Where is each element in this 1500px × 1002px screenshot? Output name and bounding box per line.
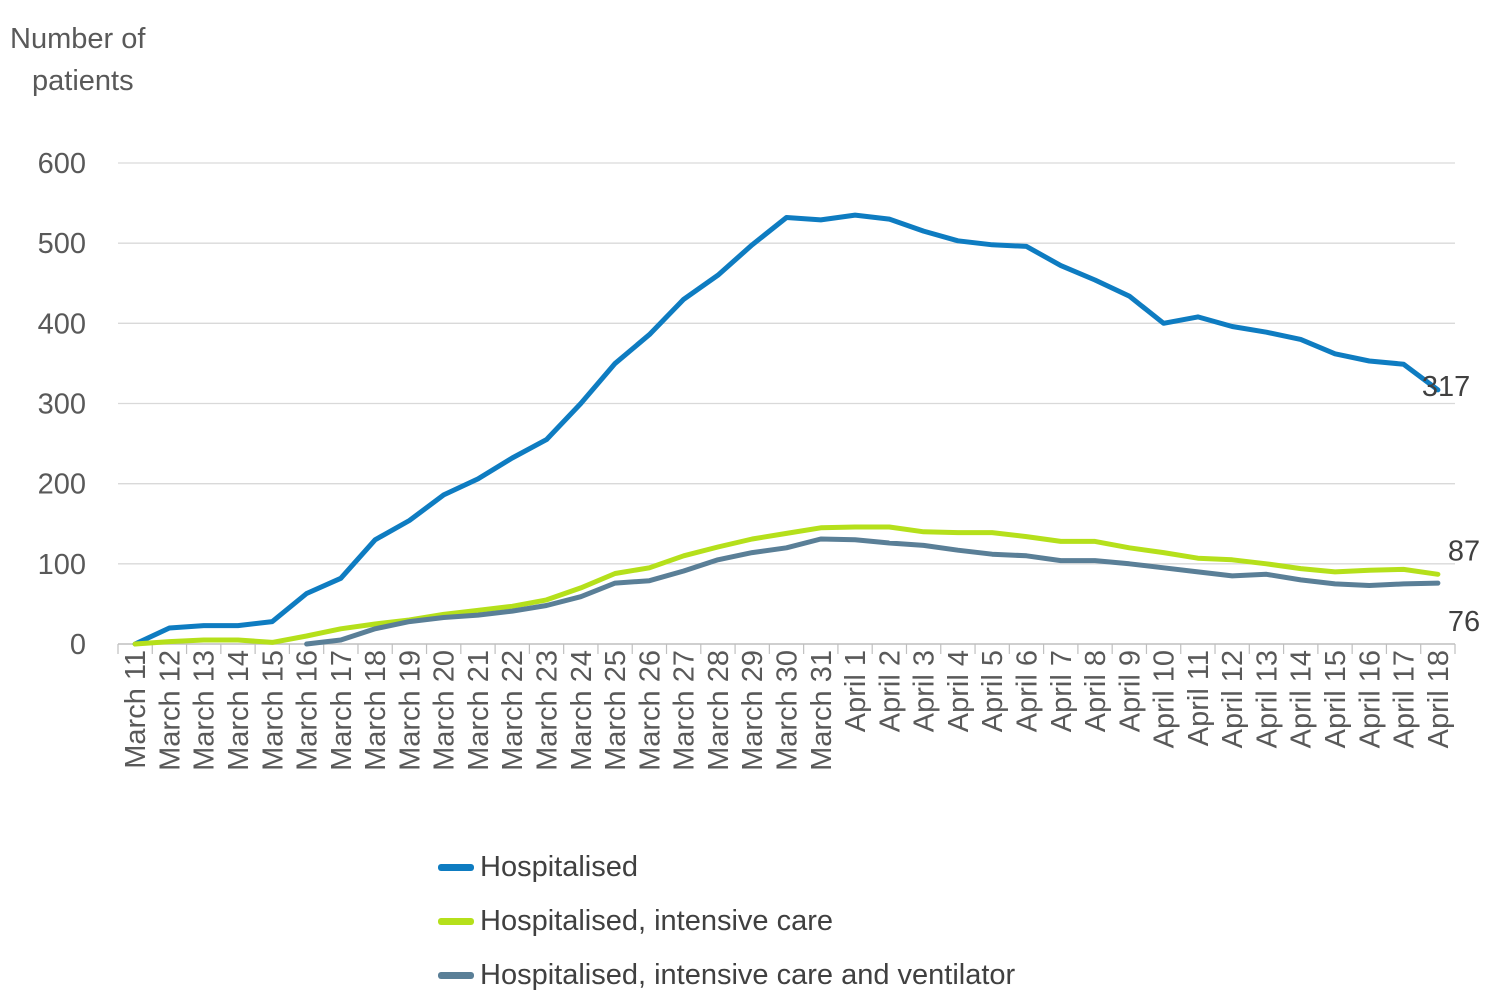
y-tick-label: 500 [38,228,86,260]
x-tick-label: April 7 [1046,650,1078,732]
x-tick-label: March 15 [257,650,289,771]
y-axis-ticks: 0 100 200 300 400 500 600 [38,148,86,661]
x-tick-label: April 6 [1011,650,1043,732]
legend-label-intensive-care: Hospitalised, intensive care [480,904,834,937]
x-tick-label: April 4 [943,650,975,732]
y-tick-label: 600 [38,148,86,180]
y-axis-label: Number of patients [10,18,210,102]
x-tick-label: April 1 [840,650,872,732]
x-tick-label: March 31 [806,650,838,771]
x-tick-label: April 2 [874,650,906,732]
y-tick-label: 0 [70,629,86,661]
y-tick-label: 200 [38,469,86,501]
series-line-1 [132,524,1441,647]
end-label-2: 76 [1448,606,1480,638]
legend-swatch-intensive-care [438,917,474,925]
x-tick-label: March 16 [292,650,324,771]
x-tick-label: April 10 [1149,650,1181,748]
x-tick-label: March 11 [120,650,152,769]
end-label-1: 87 [1448,535,1480,567]
x-tick-label: March 25 [600,650,632,771]
x-tick-label: March 22 [497,650,529,771]
x-tick-label: April 13 [1251,650,1283,748]
x-tick-label: March 20 [429,650,461,771]
y-axis-label-line-2: patients [32,65,134,97]
x-tick-label: March 14 [223,650,255,771]
y-tick-label: 400 [38,308,86,340]
legend-label-ventilator: Hospitalised, intensive care and ventila… [480,958,1016,991]
series-line-0 [132,212,1441,647]
x-tick-label: March 19 [394,650,426,771]
x-tick-label: March 29 [737,650,769,771]
x-tick-label: April 8 [1080,650,1112,732]
legend: Hospitalised Hospitalised, intensive car… [438,840,1015,1002]
x-tick-label: March 24 [566,650,598,771]
y-tick-label: 100 [38,549,86,581]
gridlines [118,162,1455,565]
legend-item-ventilator: Hospitalised, intensive care and ventila… [438,948,1015,1002]
x-tick-label: April 15 [1320,650,1352,748]
x-tick-label: March 18 [360,650,392,771]
x-tick-label: March 26 [634,650,666,771]
x-tick-label: March 21 [463,650,495,771]
end-label-0: 317 [1422,371,1470,403]
x-tick-label: March 27 [669,650,701,771]
x-tick-label: March 23 [532,650,564,771]
x-tick-label: April 3 [909,650,941,732]
x-tick-label: April 5 [977,650,1009,732]
x-tick-label: March 12 [154,650,186,771]
x-tick-label: April 16 [1354,650,1386,748]
legend-item-intensive-care: Hospitalised, intensive care [438,894,1015,948]
legend-swatch-hospitalised [438,863,474,871]
x-tick-label: April 17 [1389,650,1421,748]
x-tick-label: April 9 [1114,650,1146,732]
x-tick-label: April 18 [1423,650,1455,748]
legend-swatch-ventilator [438,971,474,979]
x-tick-label: March 17 [326,650,358,771]
series-lines [132,212,1441,647]
y-axis-label-line-1: Number of [10,23,146,55]
x-tick-label: March 28 [703,650,735,771]
legend-label-hospitalised: Hospitalised [480,850,638,883]
series-line-2 [304,536,1441,647]
x-tick-label: April 12 [1217,650,1249,748]
y-tick-label: 300 [38,389,86,421]
x-tick-label: April 14 [1286,650,1318,748]
end-labels: 317 87 76 [1422,371,1480,638]
x-tick-label: March 30 [772,650,804,771]
legend-item-hospitalised: Hospitalised [438,840,1015,894]
x-tick-label: March 13 [189,650,221,771]
x-axis: March 11 March 12 March 13 March 14 March 15… [117,643,1456,771]
x-tick-label: April 11 [1183,650,1215,746]
